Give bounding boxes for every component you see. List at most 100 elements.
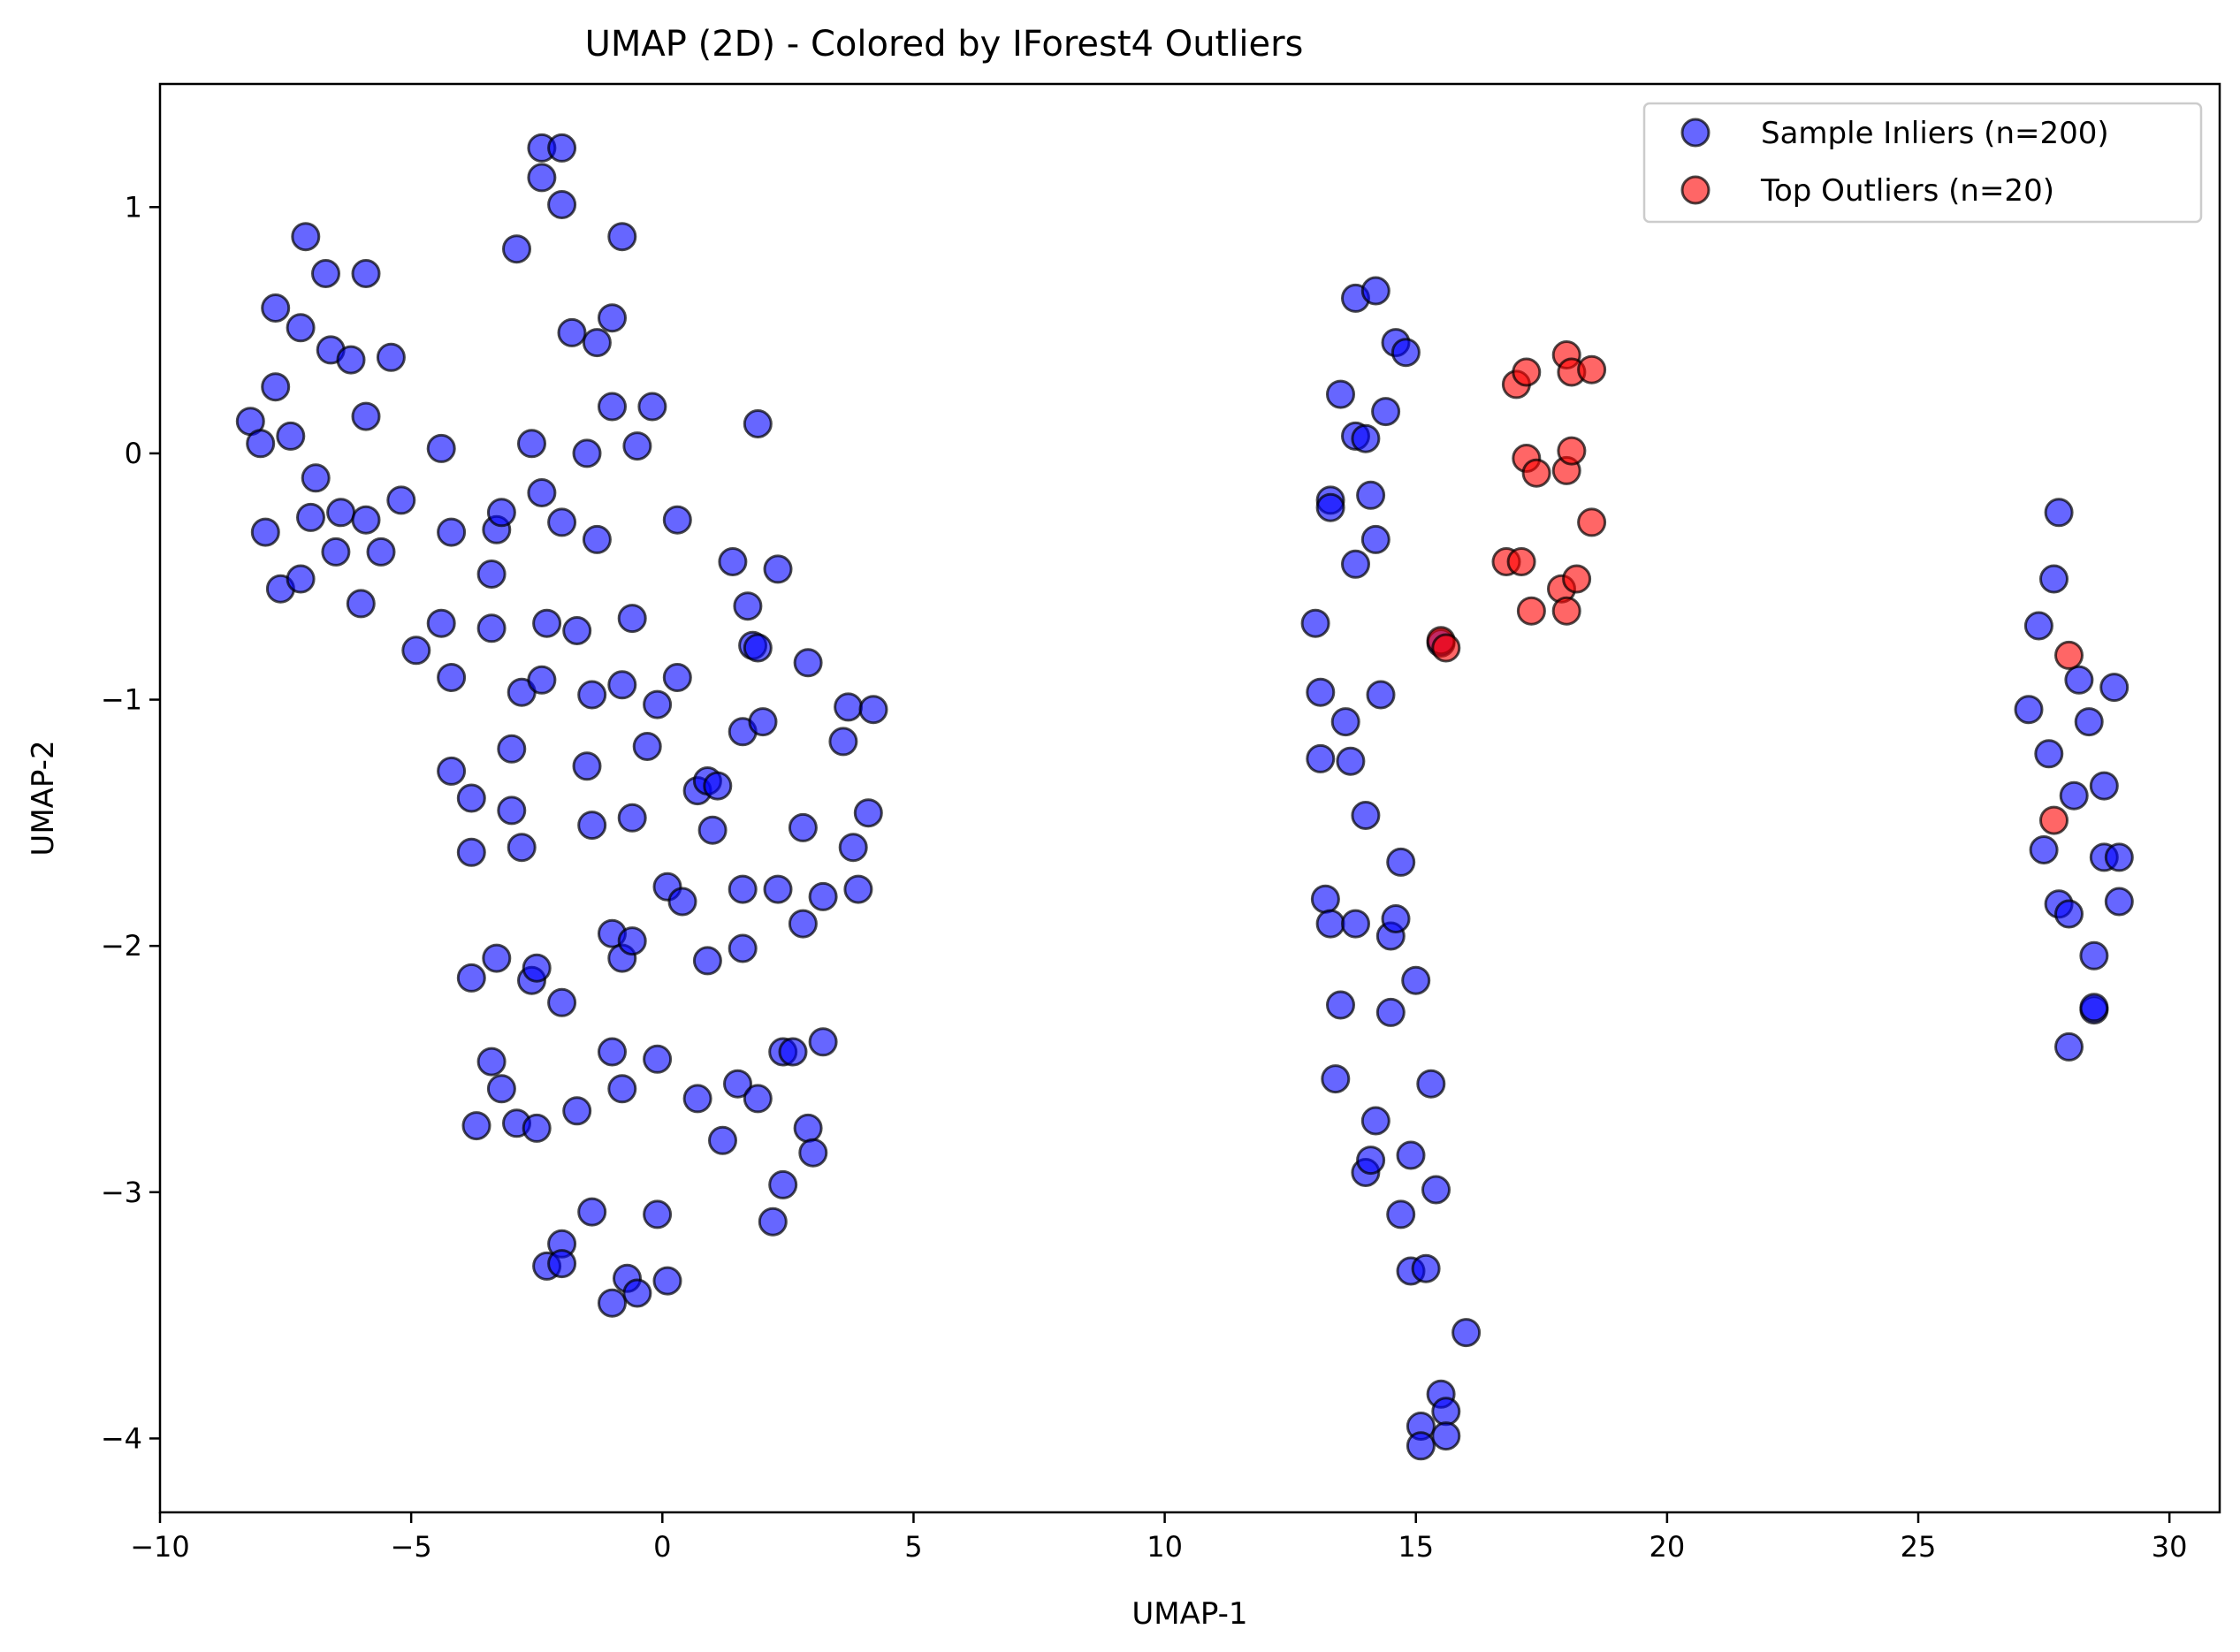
inlier-point: [637, 392, 667, 422]
x-axis: −10 −5 0 5 10 15 20 25 30: [130, 1512, 2188, 1564]
inlier-point: [2039, 564, 2069, 594]
inlier-point: [858, 695, 888, 725]
inlier-point: [1360, 1106, 1390, 1136]
inlier-point: [456, 963, 486, 993]
inlier-point: [2029, 835, 2059, 864]
legend-label-inliers: Sample Inliers (n=200): [1761, 116, 2109, 151]
inlier-point: [1390, 338, 1421, 368]
inlier-point: [522, 953, 552, 983]
inlier-point: [808, 881, 838, 911]
inlier-point: [743, 633, 773, 663]
inlier-point: [793, 1113, 823, 1143]
inlier-point: [1356, 1146, 1386, 1176]
inlier-point: [1431, 1421, 1461, 1451]
inlier-point: [351, 259, 381, 288]
inlier-point: [582, 328, 612, 358]
inlier-point: [598, 392, 627, 422]
inlier-point: [662, 663, 692, 692]
y-tick-label: 1: [125, 190, 142, 224]
inlier-point: [261, 293, 291, 323]
inlier-point: [577, 680, 607, 710]
x-tick-label: 20: [1650, 1530, 1686, 1564]
series-outliers: [1426, 340, 2084, 835]
inlier-point: [286, 313, 316, 343]
inlier-point: [1341, 549, 1370, 579]
inlier-point: [497, 734, 527, 764]
inlier-point: [476, 613, 507, 643]
x-axis-title: UMAP-1: [1131, 1596, 1247, 1632]
inlier-point: [598, 1037, 627, 1067]
inlier-point: [482, 943, 512, 973]
inlier-point: [296, 502, 325, 532]
inlier-point: [1315, 909, 1345, 939]
legend-marker-inliers: [1680, 118, 1710, 148]
inlier-point: [1386, 847, 1416, 877]
inlier-point: [547, 133, 577, 163]
inlier-point: [598, 303, 627, 333]
inlier-point: [697, 815, 728, 845]
inlier-point: [1431, 1397, 1461, 1427]
inlier-point: [607, 1074, 637, 1104]
y-tick-label: −4: [101, 1421, 142, 1455]
inlier-point: [426, 608, 456, 638]
outlier-point: [1521, 458, 1551, 488]
inlier-point: [437, 756, 467, 786]
inlier-point: [426, 433, 456, 463]
outlier-point: [1551, 596, 1581, 626]
inlier-point: [748, 707, 778, 737]
inlier-point: [486, 1074, 516, 1104]
outlier-point: [2054, 640, 2084, 670]
inlier-point: [547, 987, 577, 1017]
inlier-point: [527, 163, 557, 193]
inlier-point: [728, 933, 758, 963]
inlier-point: [763, 874, 793, 904]
inlier-point: [336, 345, 366, 375]
inlier-point: [476, 560, 507, 589]
inlier-point: [401, 636, 431, 666]
outlier-point: [1562, 564, 1592, 594]
inlier-point: [622, 1278, 652, 1308]
inlier-point: [437, 517, 467, 547]
inlier-point: [788, 909, 818, 939]
inlier-point: [743, 409, 773, 438]
inlier-point: [456, 783, 486, 813]
inlier-point: [723, 1069, 752, 1099]
y-axis: 1 0 −1 −2 −3 −4: [101, 190, 160, 1455]
inlier-point: [662, 505, 692, 535]
inlier-point: [2034, 739, 2064, 769]
inlier-point: [1401, 965, 1431, 995]
inlier-point: [476, 1047, 507, 1077]
inlier-point: [652, 1266, 682, 1296]
inlier-point: [562, 1096, 592, 1126]
x-tick-label: 15: [1398, 1530, 1434, 1564]
outlier-point: [1577, 354, 1607, 384]
inlier-point: [572, 751, 602, 781]
inlier-point: [522, 1113, 552, 1143]
inlier-point: [1451, 1318, 1482, 1348]
x-tick-label: 30: [2152, 1530, 2188, 1564]
inlier-point: [1341, 909, 1370, 939]
inlier-point: [1330, 707, 1360, 737]
inlier-point: [557, 317, 587, 347]
plot-area: [158, 82, 2221, 1514]
inlier-point: [366, 537, 396, 567]
inlier-point: [728, 874, 758, 904]
inlier-point: [2044, 498, 2074, 528]
inlier-point: [346, 589, 376, 619]
inlier-point: [572, 438, 602, 468]
inlier-point: [532, 608, 562, 638]
inlier-point: [718, 547, 748, 576]
y-axis-title: UMAP-2: [26, 740, 61, 856]
points-layer: [235, 133, 2134, 1461]
inlier-point: [622, 431, 652, 461]
y-tick-label: −2: [101, 929, 142, 963]
series-inliers: [235, 133, 2134, 1461]
inlier-point: [1310, 884, 1340, 914]
legend-marker-outliers: [1680, 175, 1710, 205]
outlier-point: [1431, 633, 1461, 663]
x-tick-label: 0: [653, 1530, 671, 1564]
inlier-point: [2014, 695, 2044, 725]
inlier-point: [326, 498, 356, 528]
inlier-point: [1315, 492, 1345, 522]
inlier-point: [607, 222, 637, 252]
